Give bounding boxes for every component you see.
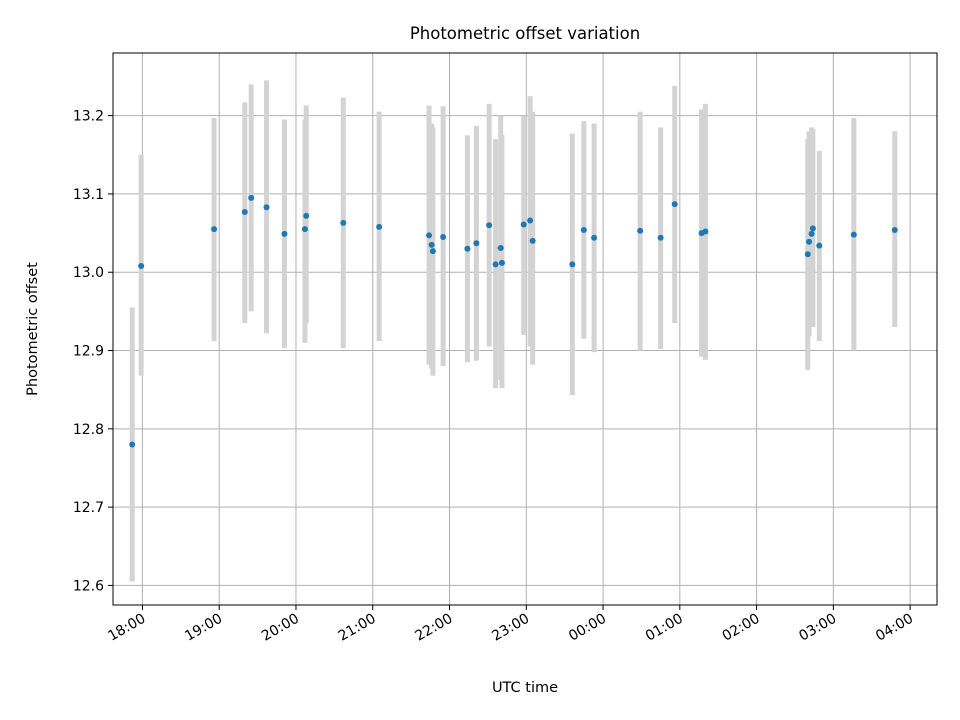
data-point (529, 237, 536, 244)
data-point (248, 194, 255, 201)
data-point (702, 228, 709, 235)
data-point (808, 230, 815, 237)
data-point (850, 231, 857, 238)
data-point (464, 245, 471, 252)
data-point (806, 238, 813, 245)
x-tick-label: 20:00 (259, 611, 302, 645)
data-point (473, 240, 480, 247)
x-tick-label: 19:00 (182, 611, 225, 645)
data-point (301, 226, 308, 233)
data-point (580, 226, 587, 233)
data-point (591, 234, 598, 241)
data-point (303, 212, 310, 219)
x-tick-label: 01:00 (643, 611, 686, 645)
y-axis-label: Photometric offset (25, 262, 41, 396)
data-point (816, 242, 823, 249)
data-point (376, 223, 383, 230)
x-tick-label: 02:00 (720, 611, 763, 645)
data-point (891, 226, 898, 233)
chart-title: Photometric offset variation (410, 24, 640, 43)
data-point (340, 219, 347, 226)
data-point (569, 261, 576, 268)
data-point (498, 259, 505, 266)
data-point (426, 232, 433, 239)
data-points (129, 194, 898, 448)
y-tick-label: 12.6 (73, 578, 104, 594)
y-tick-label: 13.1 (73, 187, 104, 203)
y-tick-label: 12.7 (73, 500, 104, 516)
data-point (263, 204, 270, 211)
data-point (440, 234, 447, 240)
x-axis-label: UTC time (492, 680, 558, 696)
plot-frame (112, 52, 938, 606)
data-point (129, 441, 136, 448)
data-point (657, 234, 664, 241)
data-point (281, 230, 288, 237)
data-point (241, 208, 248, 215)
data-point (809, 225, 816, 232)
y-tick-label: 12.9 (73, 344, 104, 360)
x-tick-label: 04:00 (873, 611, 916, 645)
data-point (486, 222, 493, 229)
data-point (492, 261, 499, 268)
x-tick-label: 03:00 (796, 611, 839, 645)
data-point (804, 251, 811, 258)
data-point (637, 227, 644, 234)
y-tick-label: 12.8 (73, 422, 104, 438)
x-tick-label: 21:00 (336, 611, 379, 645)
y-axis: 12.6 12.7 12.8 12.9 13.0 13.1 13.2 (73, 109, 113, 594)
error-bars (129, 80, 898, 582)
y-tick-label: 13.0 (73, 265, 104, 281)
data-point (429, 248, 436, 255)
x-tick-label: 23:00 (489, 611, 532, 645)
data-point (138, 262, 145, 269)
data-point (527, 217, 534, 224)
data-point (520, 221, 527, 228)
data-point (671, 201, 678, 208)
data-point (497, 244, 504, 251)
y-tick-label: 13.2 (73, 109, 104, 125)
x-tick-label: 22:00 (413, 611, 456, 645)
x-tick-label: 00:00 (566, 611, 609, 645)
data-point (428, 241, 435, 248)
x-tick-label: 18:00 (105, 611, 148, 645)
x-axis: 18:00 19:00 20:00 21:00 22:00 23:00 00:00 01:00… (105, 605, 916, 645)
data-point (211, 226, 218, 233)
